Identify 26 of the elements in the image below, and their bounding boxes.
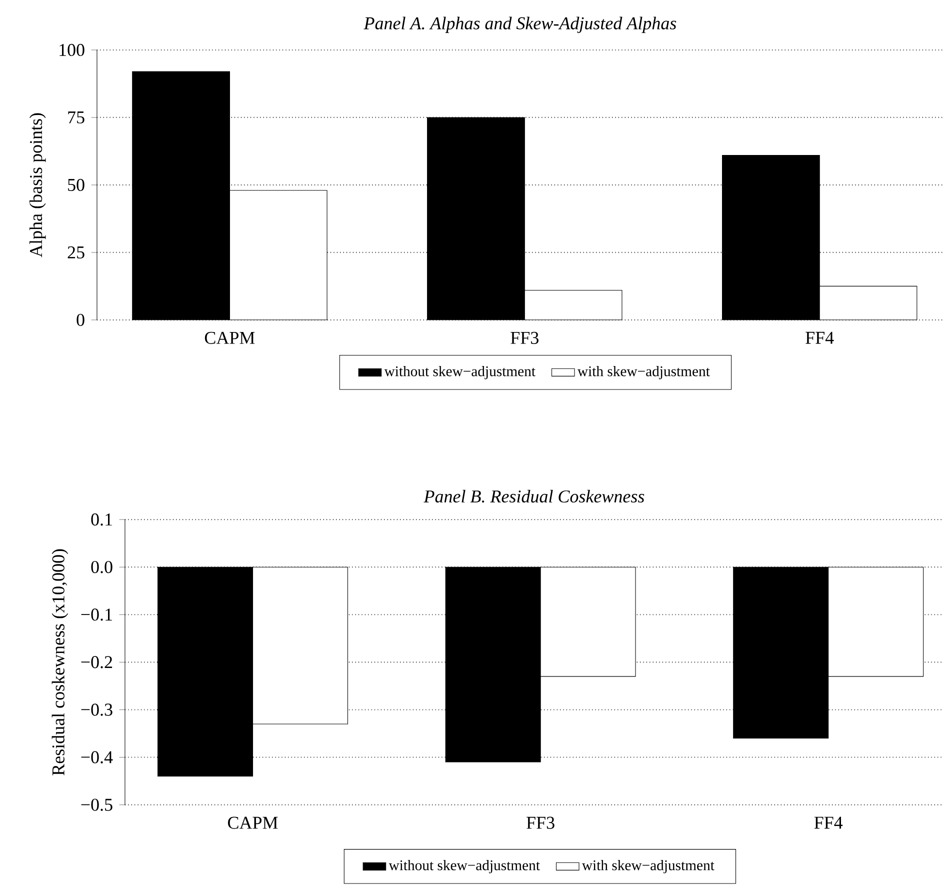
- legend-label: without skew−adjustment: [384, 366, 536, 380]
- y-tick-label: 0.1: [91, 514, 112, 526]
- y-axis-title: Residual coskewness (x10,000): [52, 549, 68, 776]
- legend-label: with skew−adjustment: [577, 366, 710, 380]
- y-tick-label: 0.0: [91, 561, 112, 574]
- legend-label: with skew−adjustment: [582, 860, 714, 874]
- y-tick-label: −0.2: [81, 656, 112, 668]
- x-tick-label: CAPM: [228, 816, 278, 829]
- y-tick-label: 75: [68, 112, 84, 124]
- x-tick-label: FF3: [526, 816, 554, 829]
- y-tick-label: −0.4: [81, 751, 113, 764]
- x-tick-label: CAPM: [204, 332, 255, 344]
- y-tick-label: 100: [60, 44, 84, 56]
- y-tick-label: −0.5: [81, 798, 112, 812]
- y-tick-label: −0.3: [81, 704, 112, 716]
- y-tick-label: 0: [76, 314, 84, 326]
- y-tick-label: 25: [68, 246, 84, 259]
- y-tick-label: −0.1: [81, 608, 112, 621]
- x-tick-label: FF4: [806, 332, 834, 344]
- x-tick-label: FF4: [814, 816, 843, 829]
- x-tick-label: FF3: [510, 332, 538, 344]
- y-tick-label: 50: [68, 178, 84, 192]
- y-axis-title: Alpha (basis points): [29, 113, 46, 258]
- chart-title: Panel B. Residual Coskewness: [424, 490, 644, 503]
- legend-label: without skew−adjustment: [388, 860, 540, 874]
- chart-title: Panel A. Alphas and Skew-Adjusted Alphas: [364, 16, 676, 34]
